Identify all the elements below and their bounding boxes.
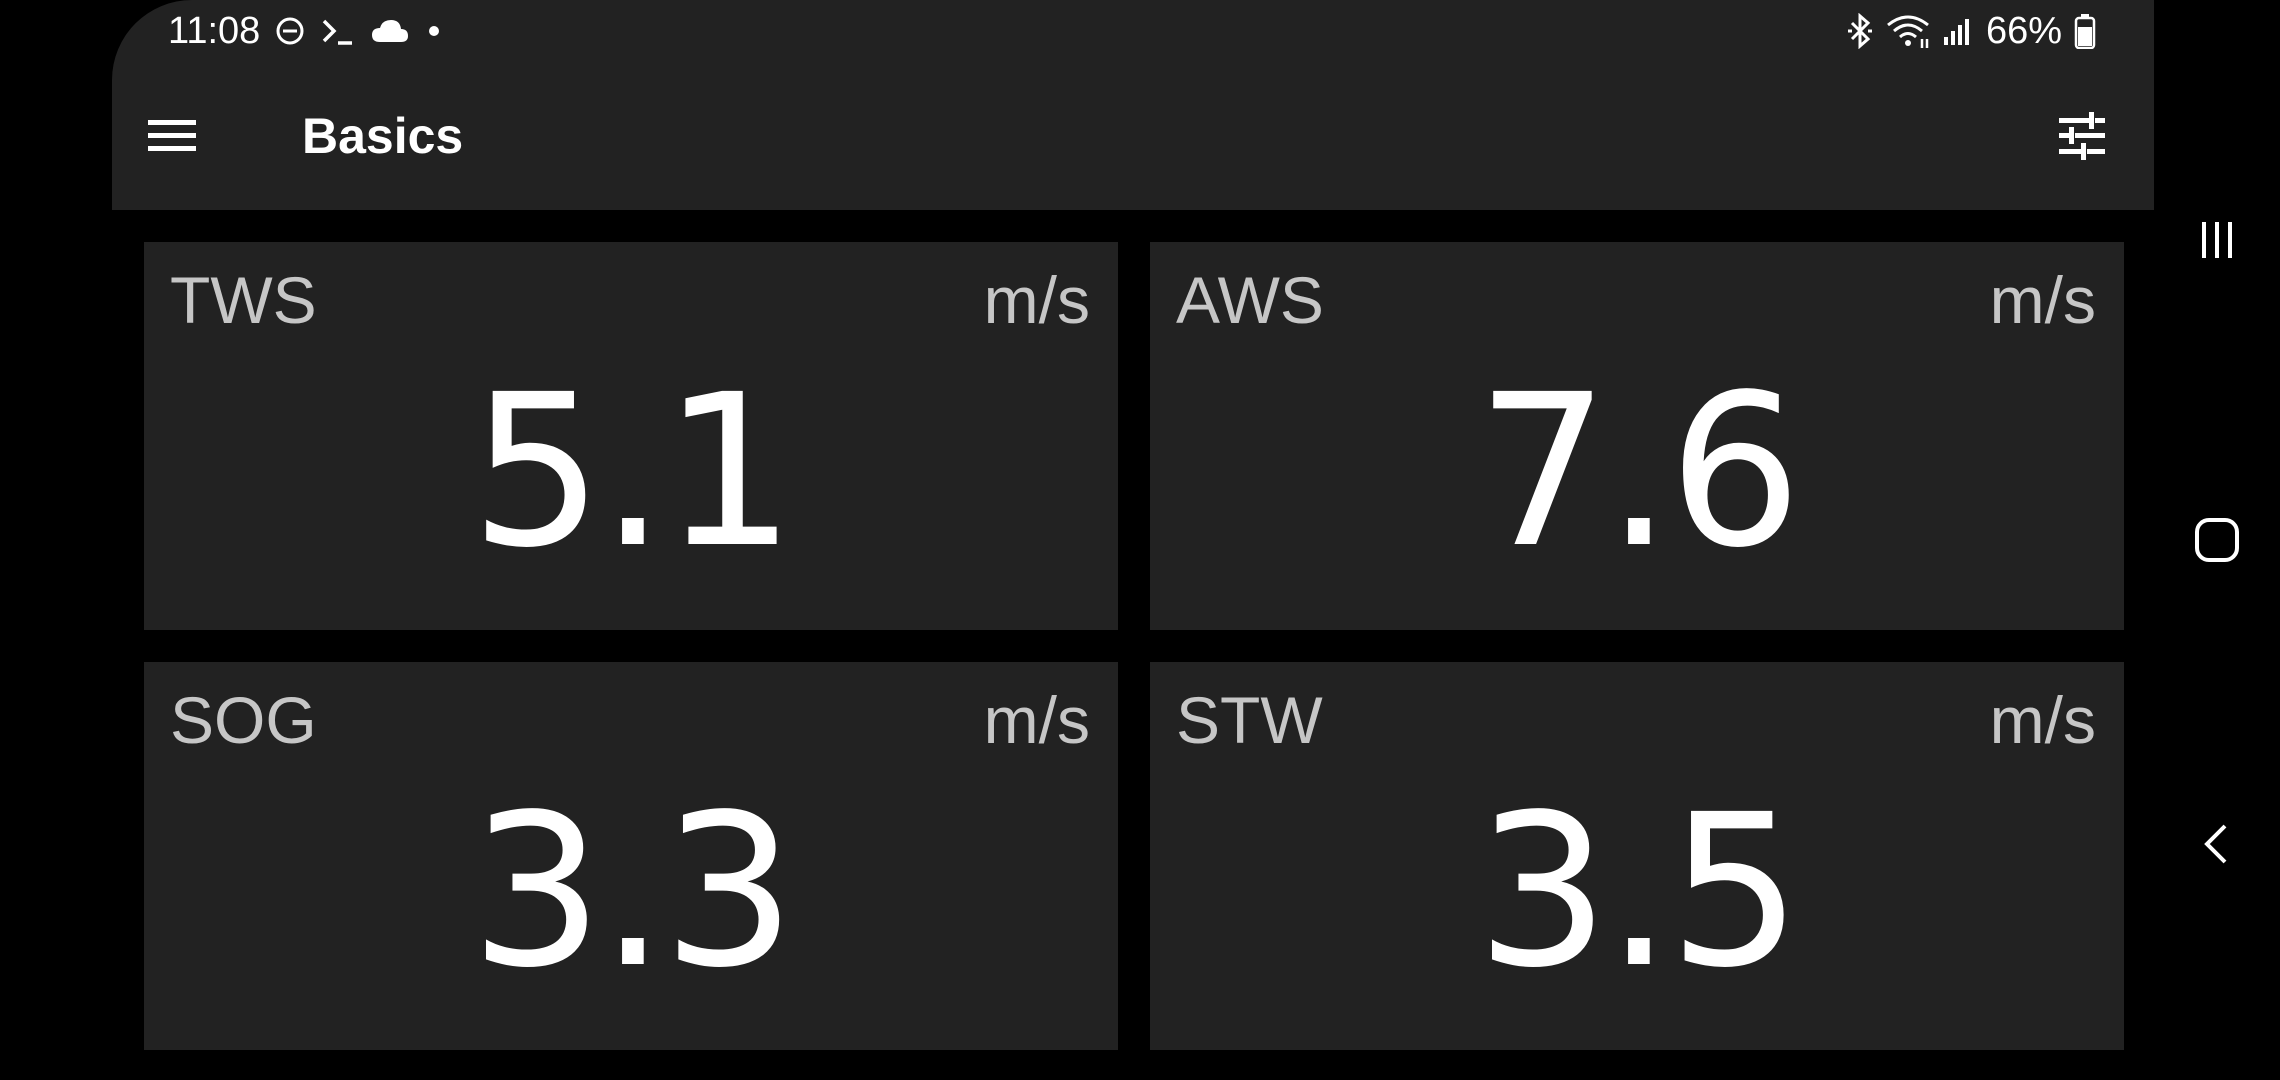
battery-icon (2074, 11, 2096, 51)
system-nav-bar (2154, 0, 2280, 1080)
terminal-icon (320, 11, 356, 51)
tile-value: 5.1 (470, 349, 796, 594)
status-left: 11:08 (168, 8, 444, 54)
tile-unit: m/s (1989, 683, 2096, 757)
do-not-disturb-icon (274, 11, 306, 51)
tile-tws[interactable]: TWS m/s 5.1 (144, 242, 1118, 630)
tile-label: TWS (170, 263, 317, 337)
tile-stw[interactable]: STW m/s 3.5 (1150, 662, 2124, 1050)
app-window: 11:08 (112, 0, 2154, 1080)
status-time: 11:08 (168, 9, 261, 52)
status-bar: 11:08 (112, 0, 2154, 62)
signal-icon (1942, 11, 1974, 51)
dot-icon (424, 11, 444, 51)
tile-label: SOG (170, 683, 317, 757)
home-icon[interactable] (2177, 500, 2257, 580)
top-bar: 11:08 (112, 0, 2154, 210)
app-bar: Basics (112, 62, 2154, 210)
data-tile-grid: TWS m/s 5.1 AWS m/s 7.6 SOG m/s 3.3 STW … (144, 242, 2124, 1050)
tile-value: 3.5 (1476, 769, 1802, 1014)
tile-sog[interactable]: SOG m/s 3.3 (144, 662, 1118, 1050)
wifi-icon (1886, 11, 1930, 51)
battery-percent: 66% (1985, 9, 2062, 52)
hamburger-menu-icon[interactable] (144, 108, 200, 164)
bluetooth-icon (1846, 11, 1874, 51)
tile-label: STW (1176, 683, 1323, 757)
tile-label: AWS (1176, 263, 1324, 337)
tile-unit: m/s (983, 263, 1090, 337)
tile-value: 3.3 (470, 769, 796, 1014)
tune-icon[interactable] (2054, 108, 2110, 164)
tile-unit: m/s (1989, 263, 2096, 337)
cloud-icon (370, 11, 410, 51)
recent-apps-icon[interactable] (2177, 200, 2257, 280)
back-icon[interactable] (2177, 804, 2257, 884)
tile-aws[interactable]: AWS m/s 7.6 (1150, 242, 2124, 630)
page-title: Basics (302, 108, 464, 164)
tile-value: 7.6 (1476, 349, 1802, 594)
tile-unit: m/s (983, 683, 1090, 757)
status-right: 66% (1846, 8, 2096, 54)
